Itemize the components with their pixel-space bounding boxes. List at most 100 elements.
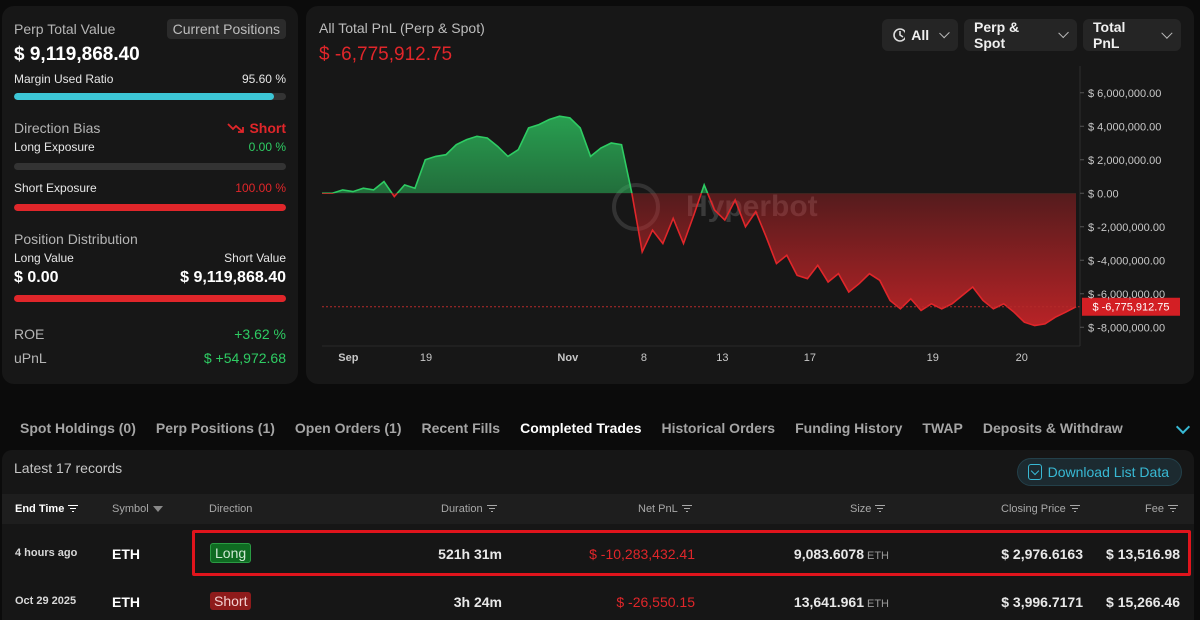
col-symbol[interactable]: Symbol bbox=[112, 503, 163, 515]
col-end-time-label: End Time bbox=[15, 503, 65, 515]
col-duration[interactable]: Duration bbox=[441, 503, 497, 515]
col-fee[interactable]: Fee bbox=[1145, 503, 1178, 515]
chart-total-pnl: $ -6,775,912.75 bbox=[319, 44, 453, 65]
download-icon bbox=[1027, 464, 1042, 480]
col-direction-label: Direction bbox=[209, 503, 253, 515]
pnl-line-positive bbox=[322, 115, 709, 194]
short-value-label: Short Value bbox=[224, 251, 286, 265]
sort-icon bbox=[486, 505, 497, 513]
row-duration: 521h 31m bbox=[438, 546, 502, 562]
sort-icon bbox=[681, 505, 692, 513]
positions-tabs: Spot Holdings (0) Perp Positions (1) Open … bbox=[0, 410, 1200, 446]
long-value: $ 0.00 bbox=[14, 269, 59, 286]
row-size-unit: ETH bbox=[867, 550, 889, 562]
tab-8[interactable]: Deposits & Withdraw bbox=[982, 420, 1123, 436]
roe-value: +3.62 % bbox=[234, 326, 286, 342]
download-list-button[interactable]: Download List Data bbox=[1016, 458, 1182, 486]
chevron-down-icon bbox=[1057, 27, 1069, 39]
y-tick-label: $ 2,000,000.00 bbox=[1088, 155, 1161, 167]
x-tick-label: Nov bbox=[557, 352, 579, 364]
col-net-pnl-label: Net PnL bbox=[638, 503, 678, 515]
tab-7[interactable]: TWAP bbox=[922, 420, 963, 436]
chart-title: All Total PnL (Perp & Spot) bbox=[319, 20, 485, 36]
position-distribution-bar bbox=[14, 295, 286, 302]
chevron-down-icon bbox=[939, 27, 950, 39]
margin-used-ratio-label: Margin Used Ratio bbox=[14, 72, 114, 86]
chevron-down-icon[interactable] bbox=[1175, 419, 1191, 435]
current-positions-tag[interactable]: Current Positions bbox=[166, 19, 286, 39]
row-net-pnl: $ -10,283,432.41 bbox=[589, 546, 695, 562]
short-exposure-bar bbox=[14, 204, 286, 211]
direction-badge: Short bbox=[210, 592, 252, 610]
tab-2[interactable]: Open Orders (1) bbox=[294, 420, 402, 436]
direction-bias-label: Direction Bias bbox=[14, 120, 101, 136]
y-tick-label: $ -6,000,000.00 bbox=[1088, 289, 1165, 301]
x-tick-label: 13 bbox=[716, 352, 728, 364]
scope-dropdown[interactable]: Perp & Spot bbox=[964, 19, 1077, 51]
table-row[interactable]: 4 hours ago ETH Long 521h 31m $ -10,283,… bbox=[2, 532, 1194, 576]
y-tick-label: $ 4,000,000.00 bbox=[1088, 121, 1161, 133]
completed-trades-panel: Latest 17 records Download List Data End… bbox=[2, 450, 1194, 620]
row-end-time: Oct 29 2025 bbox=[15, 595, 77, 607]
position-distribution-label: Position Distribution bbox=[14, 231, 138, 247]
margin-used-bar-fill bbox=[14, 93, 275, 100]
tab-0[interactable]: Spot Holdings (0) bbox=[20, 420, 136, 436]
direction-bias-value: Short bbox=[249, 120, 286, 136]
col-end-time[interactable]: End Time bbox=[15, 503, 79, 515]
current-value-label: $ -6,775,912.75 bbox=[1092, 302, 1169, 314]
table-row[interactable]: Oct 29 2025 ETH Short 3h 24m $ -26,550.1… bbox=[2, 580, 1194, 620]
table-header: End Time Symbol Direction Duration Net P… bbox=[2, 494, 1194, 524]
current-value-badge bbox=[1082, 297, 1180, 316]
col-size[interactable]: Size bbox=[850, 503, 886, 515]
pnl-line-negative bbox=[322, 193, 1077, 327]
pnl-area-positive bbox=[322, 116, 1076, 194]
x-tick-label: 20 bbox=[1016, 352, 1028, 364]
tab-6[interactable]: Funding History bbox=[795, 420, 903, 436]
perp-total-value: $ 9,119,868.40 bbox=[14, 44, 140, 65]
tab-4[interactable]: Completed Trades bbox=[520, 420, 642, 436]
short-exposure-value: 100.00 % bbox=[235, 181, 286, 195]
x-tick-label: 8 bbox=[641, 352, 647, 364]
range-dropdown-label: All bbox=[911, 27, 930, 43]
y-tick-label: $ 0.00 bbox=[1088, 188, 1119, 200]
row-symbol[interactable]: ETH bbox=[112, 546, 140, 562]
account-summary-card: Perp Total Value Current Positions $ 9,1… bbox=[2, 6, 298, 384]
short-exposure-label: Short Exposure bbox=[14, 181, 97, 195]
filter-icon bbox=[152, 506, 163, 512]
long-exposure-label: Long Exposure bbox=[14, 140, 95, 154]
row-symbol[interactable]: ETH bbox=[112, 594, 140, 610]
long-exposure-bar bbox=[14, 163, 286, 170]
x-tick-label: Sep bbox=[338, 352, 358, 364]
pnl-chart[interactable]: Hyperbot$ -6,775,912.75$ 6,000,000.00$ 4… bbox=[306, 6, 1194, 384]
download-list-label: Download List Data bbox=[1047, 464, 1169, 480]
col-direction: Direction bbox=[209, 503, 252, 515]
chevron-down-icon bbox=[1161, 27, 1173, 39]
row-size: 9,083.6078 bbox=[793, 546, 864, 562]
y-tick-label: $ 6,000,000.00 bbox=[1088, 88, 1161, 100]
sort-icon bbox=[68, 505, 79, 513]
col-closing-price[interactable]: Closing Price bbox=[1001, 503, 1080, 515]
tab-3[interactable]: Recent Fills bbox=[421, 420, 501, 436]
row-closing-price: $ 3,996.7171 bbox=[1001, 594, 1083, 610]
pnl-chart-card: Hyperbot$ -6,775,912.75$ 6,000,000.00$ 4… bbox=[306, 6, 1194, 384]
row-end-time: 4 hours ago bbox=[15, 547, 78, 559]
tab-1[interactable]: Perp Positions (1) bbox=[155, 420, 275, 436]
x-tick-label: 19 bbox=[927, 352, 939, 364]
roe-label: ROE bbox=[14, 326, 45, 342]
direction-badge: Long bbox=[210, 543, 252, 563]
metric-dropdown[interactable]: Total PnL bbox=[1083, 19, 1181, 51]
col-size-label: Size bbox=[850, 503, 872, 515]
col-duration-label: Duration bbox=[441, 503, 483, 515]
y-tick-label: $ -2,000,000.00 bbox=[1088, 222, 1165, 234]
sort-icon bbox=[1069, 505, 1080, 513]
tab-5[interactable]: Historical Orders bbox=[661, 420, 776, 436]
long-exposure-value: 0.00 % bbox=[248, 140, 286, 154]
upnl-label: uPnL bbox=[14, 350, 47, 366]
row-closing-price: $ 2,976.6163 bbox=[1001, 546, 1083, 562]
range-dropdown[interactable]: All bbox=[882, 19, 958, 51]
col-net-pnl[interactable]: Net PnL bbox=[638, 503, 692, 515]
row-net-pnl: $ -26,550.15 bbox=[616, 594, 695, 610]
short-value: $ 9,119,868.40 bbox=[180, 269, 286, 286]
y-tick-label: $ -4,000,000.00 bbox=[1088, 255, 1165, 267]
row-size: 13,641.961 bbox=[793, 594, 864, 610]
